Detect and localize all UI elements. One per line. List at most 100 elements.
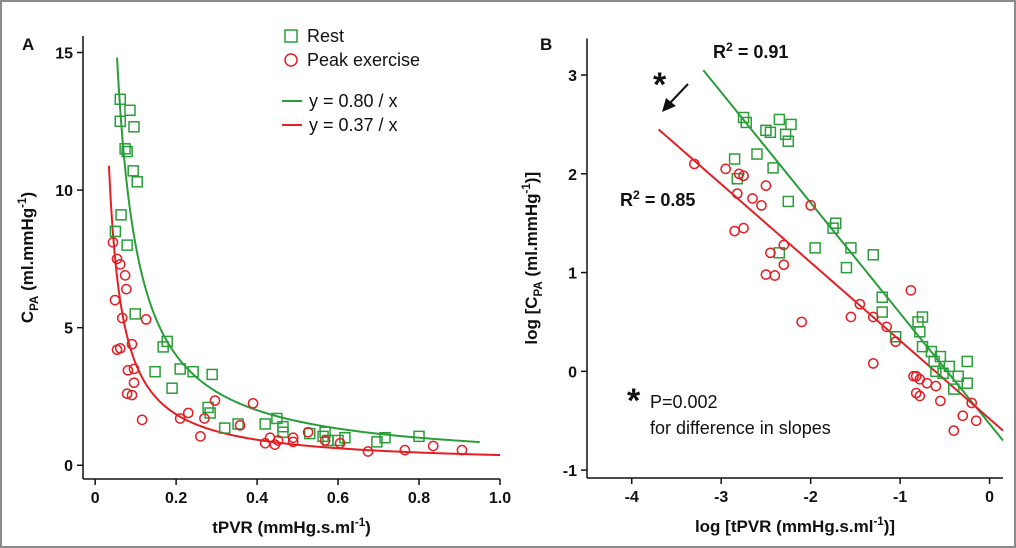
point [187,365,199,378]
point [829,217,842,229]
point [966,397,978,409]
point [782,135,795,147]
point [930,380,942,392]
point [935,395,946,407]
point [809,242,821,254]
point [910,370,922,382]
y-tick-label: 1 [568,266,577,283]
label-part: -1 [521,183,533,194]
legend-label: Peak exercise [307,50,420,70]
point [131,176,144,188]
point [413,430,425,443]
point [854,298,866,310]
point [114,93,126,106]
point [247,397,259,409]
point [785,118,797,131]
label-part: R [620,190,633,210]
point [259,418,271,430]
point [778,239,790,251]
point [114,259,126,270]
x-tick-label: -2 [804,489,818,506]
point [943,360,956,373]
point [122,364,134,376]
point [319,426,331,438]
point [738,222,749,234]
point [287,432,299,444]
point [272,435,284,446]
fit-line [657,128,1004,432]
label-part: -1 [873,516,884,528]
fit-curve [107,165,501,457]
point [720,163,732,175]
point [174,413,186,424]
label-part: tPVR (mmHg.s.ml [212,518,355,537]
arrow-head [662,98,676,112]
panel-letter: B [540,35,552,54]
x-tick-label: 0.2 [165,490,187,507]
significance-star: * [627,382,641,420]
point [116,312,128,324]
panel-letter: A [22,35,34,54]
point [916,311,929,323]
point [961,355,973,368]
point [740,116,752,129]
series [689,158,982,436]
point [128,121,140,133]
point [767,162,779,174]
point [876,306,888,318]
point [120,283,132,295]
point [764,126,777,139]
x-axis-label: log [tPVR (mmHg.s.ml-1)] [695,516,895,536]
label-part: = 0.91 [733,42,789,62]
point [107,237,119,248]
point [914,326,926,338]
point [199,413,210,424]
y-tick-label: 10 [55,183,73,200]
y-axis-label: log [CPA (ml.mmHg-1)] [521,172,545,345]
label-part: )] [522,172,541,183]
series [728,111,973,395]
point [121,145,133,158]
point [332,434,344,447]
point [271,412,283,425]
point [371,436,383,448]
y-tick-label: 2 [568,167,577,184]
point [334,437,346,449]
label-part: log [tPVR (mmHg.s.ml [695,517,874,536]
point [302,426,314,438]
point [948,383,960,395]
point [689,158,700,170]
point [456,444,468,456]
point [970,415,982,427]
point [121,388,133,400]
r-squared-label: R2 = 0.85 [620,188,695,210]
point [128,377,140,389]
point [109,294,121,306]
point [840,261,853,274]
point [121,239,133,251]
point [889,331,902,343]
point [129,308,141,320]
point [890,336,901,348]
label-part: PA [533,281,545,297]
point [756,200,767,211]
r-squared-label: R2 = 0.91 [713,40,788,62]
point [149,365,161,378]
point [867,311,879,323]
point [182,407,194,419]
point [119,270,131,281]
point [277,426,289,438]
point [206,368,218,381]
point [778,259,790,271]
x-tick-label: -1 [893,489,907,506]
legend-marker [284,53,298,67]
point [881,321,893,333]
point [930,365,942,378]
point [136,414,148,426]
x-tick-label: 0.8 [408,490,430,507]
arrow-shaft [669,83,689,104]
note: P=0.002 [650,392,718,412]
point [126,389,138,401]
point [195,431,206,442]
fit-curve [116,57,480,444]
